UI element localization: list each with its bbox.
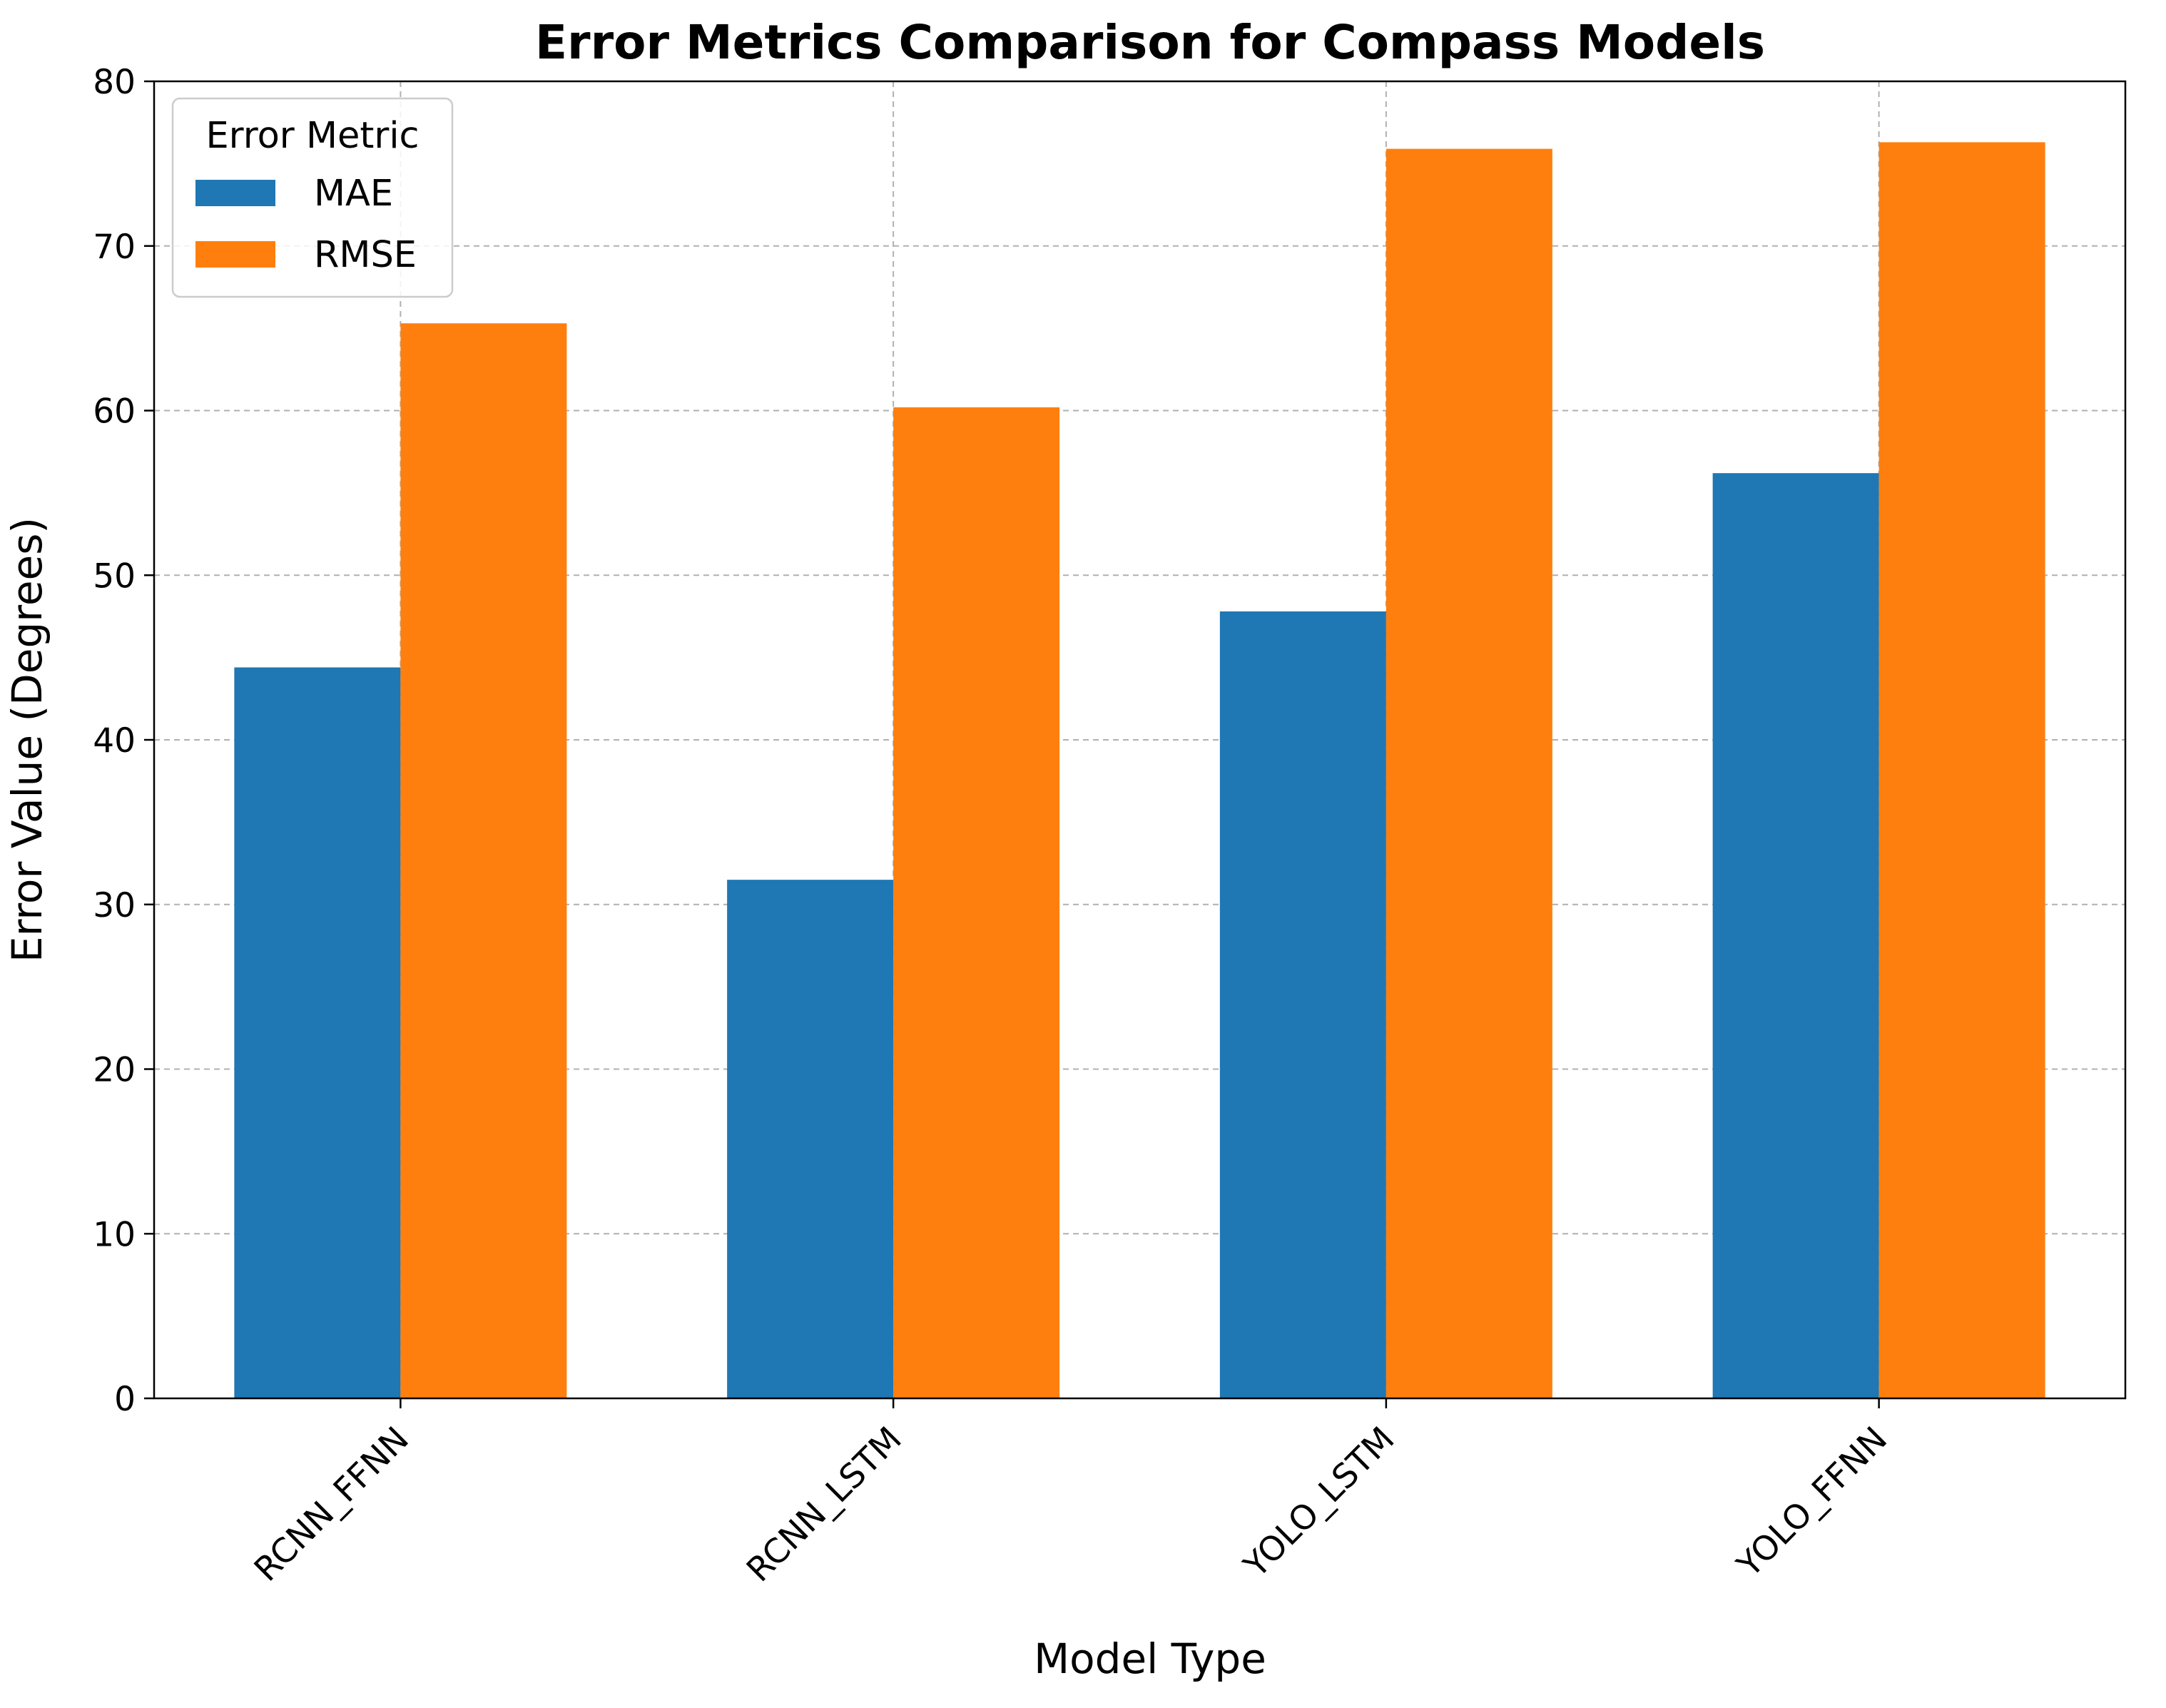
bar-rmse-rcnn_lstm (893, 407, 1060, 1398)
bar-mae-rcnn_ffnn (234, 667, 401, 1398)
plot-frame (153, 80, 2127, 1400)
legend: Error Metric MAE RMSE (171, 97, 454, 298)
bar-rmse-rcnn_ffnn (400, 323, 567, 1398)
y-tick-label: 50 (93, 556, 136, 596)
y-axis-label: Error Value (Degrees) (3, 517, 51, 962)
y-tick-label: 70 (93, 228, 136, 267)
legend-label-rmse: RMSE (314, 234, 417, 276)
legend-title: Error Metric (205, 115, 419, 157)
y-tick-label: 60 (93, 392, 136, 432)
x-tick-label: YOLO_LSTM (1236, 1420, 1402, 1586)
legend-label-mae: MAE (314, 173, 393, 215)
bar-rmse-yolo_ffnn (1878, 142, 2045, 1399)
legend-swatch-rmse (195, 241, 275, 268)
x-tick-label: YOLO_FFNN (1729, 1420, 1895, 1585)
chart-title: Error Metrics Comparison for Compass Mod… (535, 15, 1765, 70)
y-tick-label: 80 (93, 63, 136, 102)
x-tick-label: RCNN_FFNN (247, 1420, 417, 1590)
y-tick-label: 10 (93, 1215, 136, 1254)
bar-mae-yolo_ffnn (1712, 473, 1879, 1398)
bar-mae-yolo_lstm (1219, 611, 1386, 1398)
bar-rmse-yolo_lstm (1385, 148, 1552, 1398)
bar-mae-rcnn_lstm (727, 880, 894, 1398)
y-tick-label: 40 (93, 721, 136, 761)
y-tick-label: 20 (93, 1051, 136, 1090)
legend-swatch-mae (195, 180, 275, 206)
x-axis-label: Model Type (1034, 1635, 1266, 1683)
y-tick-label: 0 (114, 1380, 136, 1419)
bars (234, 142, 2045, 1399)
y-tick-label: 30 (93, 886, 136, 925)
x-tick-label: RCNN_LSTM (739, 1420, 909, 1590)
